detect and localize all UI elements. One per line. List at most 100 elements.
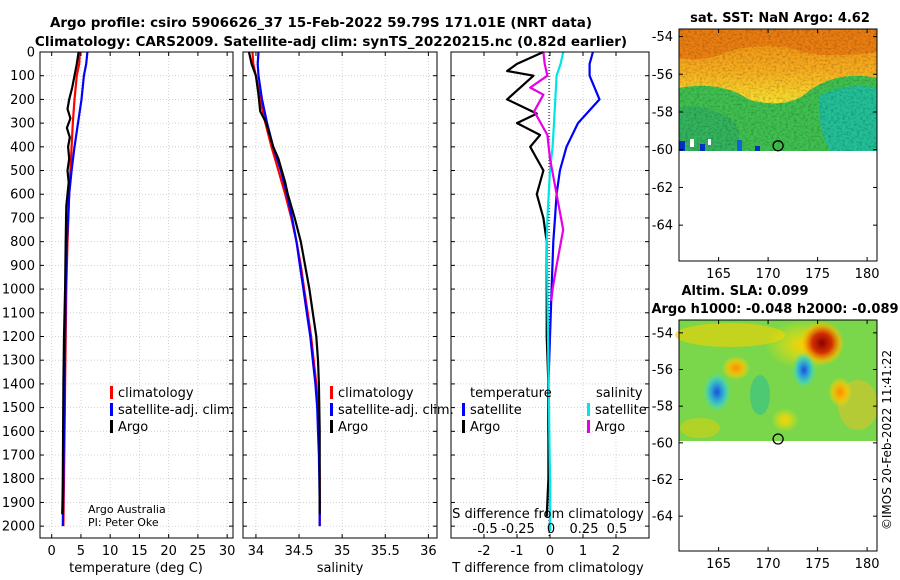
sla-blue-anomaly bbox=[703, 372, 731, 412]
y-tick-label: 1000 bbox=[2, 283, 35, 298]
salinity-grid bbox=[243, 51, 437, 538]
map-y-tick-label: -60 bbox=[652, 436, 673, 451]
map-x-tick-label: 165 bbox=[706, 557, 731, 572]
sla-anomaly bbox=[828, 377, 852, 407]
profile-line-satellite-adj-clim- bbox=[256, 51, 321, 527]
sst-pixel bbox=[679, 141, 685, 151]
legend-label-argo: Argo bbox=[338, 420, 368, 435]
sst-noise-texture bbox=[679, 29, 877, 151]
sla-argo-position-marker bbox=[772, 433, 784, 445]
sst-pixel bbox=[737, 140, 742, 151]
x-tick-label: 1 bbox=[579, 544, 587, 559]
sla-field bbox=[675, 320, 878, 441]
salinity-axes-frame bbox=[242, 51, 438, 539]
sla-orange-anomaly bbox=[722, 356, 750, 380]
map-y-tick-label: -58 bbox=[652, 105, 673, 120]
x-tick-label: 34.5 bbox=[285, 544, 314, 559]
legend-marker-satellite-adj bbox=[330, 403, 333, 416]
top-x-tick-label: 0 bbox=[547, 522, 555, 537]
temperature-xlabel: temperature (deg C) bbox=[69, 561, 203, 576]
salinity-ticks: 34 34.5 35 35.5 36 bbox=[243, 51, 437, 559]
map-x-tick-label: 170 bbox=[756, 267, 781, 282]
salinity-panel: 34 34.5 35 35.5 36 salinity climatology sate… bbox=[242, 51, 454, 576]
map-x-tick-label: 165 bbox=[706, 267, 731, 282]
legend-marker-temp-satellite bbox=[462, 403, 465, 416]
legend-marker-climatology bbox=[330, 386, 333, 399]
sla-anomaly bbox=[750, 375, 770, 415]
y-tick-label: 900 bbox=[10, 259, 35, 274]
map-y-tick-label: -64 bbox=[652, 510, 673, 525]
legend-label-temp-satellite: satellite bbox=[470, 403, 522, 418]
figure-title-line2: Climatology: CARS2009. Satellite-adj cli… bbox=[35, 34, 627, 50]
legend-marker-sal-satellite bbox=[587, 403, 590, 416]
pi-label: PI: Peter Oke bbox=[88, 516, 159, 529]
x-tick-label: 0 bbox=[546, 544, 554, 559]
legend-label-climatology: climatology bbox=[338, 386, 414, 401]
sst-field bbox=[679, 29, 877, 151]
sla-blue-anomaly bbox=[792, 352, 816, 388]
map-y-tick-label: -62 bbox=[652, 473, 673, 488]
x-tick-label: 35 bbox=[334, 544, 351, 559]
x-tick-label: 10 bbox=[102, 544, 119, 559]
sst-map-frame bbox=[678, 28, 878, 262]
legend-label-sal-satellite: satellite bbox=[595, 403, 647, 418]
y-tick-label: 100 bbox=[10, 69, 35, 84]
difference-legend: temperature satellite Argo salinity sate… bbox=[462, 386, 647, 435]
sla-map-title: Altim. SLA: 0.099 bbox=[682, 284, 809, 299]
sst-pixel bbox=[690, 139, 694, 147]
profile-line-argo bbox=[247, 51, 321, 515]
sla-anomaly bbox=[771, 408, 799, 432]
x-tick-label: -2 bbox=[478, 544, 491, 559]
map-x-tick-label: 180 bbox=[855, 557, 880, 572]
map-x-tick-label: 170 bbox=[756, 557, 781, 572]
map-y-tick-label: -62 bbox=[652, 181, 673, 196]
map-y-tick-label: -54 bbox=[652, 326, 673, 341]
profile-line-salinity-satellite bbox=[545, 51, 565, 531]
x-tick-label: 25 bbox=[190, 544, 207, 559]
y-tick-label: 1300 bbox=[2, 354, 35, 369]
y-tick-label: 2000 bbox=[2, 520, 35, 535]
sst-pixel bbox=[708, 139, 711, 145]
x-tick-label: 36 bbox=[420, 544, 437, 559]
y-tick-label: 800 bbox=[10, 235, 35, 250]
top-x-tick-label: 0.25 bbox=[570, 522, 599, 537]
figure-title-line1: Argo profile: csiro 5906626_37 15-Feb-20… bbox=[50, 15, 592, 31]
y-tick-label: 0 bbox=[27, 46, 35, 61]
x-tick-label: 2 bbox=[612, 544, 620, 559]
sla-anomaly bbox=[675, 323, 785, 347]
sst-map-title: sat. SST: NaN Argo: 4.62 bbox=[690, 11, 870, 26]
difference-panel: -2 -1 0 1 2 -0.5 -0.25 0 0.25 0.5 S difference fr… bbox=[450, 50, 650, 576]
y-tick-label: 1400 bbox=[2, 377, 35, 392]
legend-marker-sal-argo bbox=[587, 420, 590, 433]
legend-marker-argo bbox=[330, 420, 333, 433]
legend-label-satellite-adj: satellite-adj. clim. bbox=[338, 403, 454, 418]
x-tick-label: 30 bbox=[219, 544, 236, 559]
legend-label-satellite-adj: satellite-adj. clim. bbox=[118, 403, 234, 418]
profile-line-temperature-argo bbox=[506, 50, 550, 517]
y-tick-label: 1500 bbox=[2, 401, 35, 416]
temperature-axes-frame bbox=[39, 51, 234, 539]
difference-ticks: -2 -1 0 1 2 -0.5 -0.25 0 0.25 0.5 bbox=[451, 51, 649, 559]
sla-anomaly bbox=[680, 418, 720, 438]
profile-line-argo bbox=[61, 51, 80, 515]
y-tick-label: 1100 bbox=[2, 306, 35, 321]
legend-title-salinity: salinity bbox=[596, 386, 643, 401]
map-x-tick-label: 180 bbox=[855, 267, 880, 282]
y-tick-label: 500 bbox=[10, 164, 35, 179]
sla-map-panel: Altim. SLA: 0.099 Argo h1000: -0.048 h20… bbox=[651, 284, 898, 572]
x-tick-label: -1 bbox=[511, 544, 524, 559]
legend-label-sal-argo: Argo bbox=[595, 420, 625, 435]
y-tick-label: 1800 bbox=[2, 472, 35, 487]
x-tick-label: 5 bbox=[77, 544, 85, 559]
legend-marker-satellite-adj bbox=[110, 403, 113, 416]
legend-label-climatology: climatology bbox=[118, 386, 194, 401]
y-tick-label: 700 bbox=[10, 211, 35, 226]
top-x-tick-label: -0.5 bbox=[472, 522, 497, 537]
map-y-tick-label: -60 bbox=[652, 143, 673, 158]
sst-map-panel: sat. SST: NaN Argo: 4.62 -54 -56 -58 -60 -62… bbox=[652, 11, 880, 282]
y-tick-label: 1900 bbox=[2, 496, 35, 511]
top-x-tick-label: -0.25 bbox=[501, 522, 535, 537]
profile-line-satellite-adj-clim- bbox=[61, 51, 89, 527]
imos-credit: ©IMOS 20-Feb-2022 11:41:22 bbox=[880, 350, 894, 530]
map-y-tick-label: -56 bbox=[652, 363, 673, 378]
